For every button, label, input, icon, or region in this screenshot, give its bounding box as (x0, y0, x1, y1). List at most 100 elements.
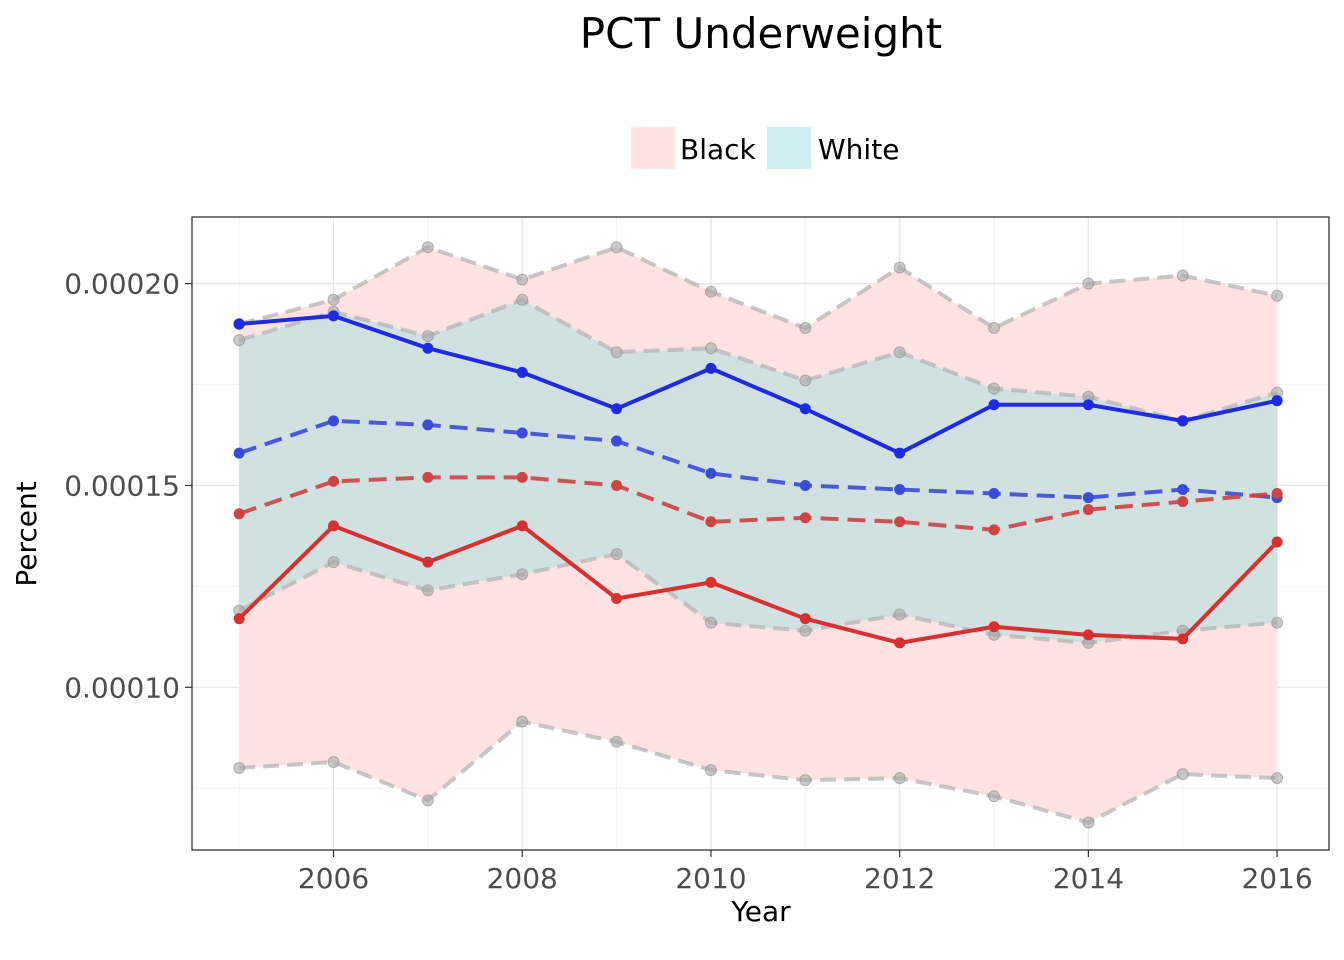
band-point-black-upper-2010 (704, 285, 717, 298)
band-point-white-lower-2007 (421, 584, 434, 597)
band-point-black-lower-2009 (610, 735, 623, 748)
series-point-3-2014 (1082, 629, 1094, 641)
band-point-white-lower-2016 (1271, 616, 1284, 629)
series-point-1-2013 (988, 488, 1000, 500)
series-point-2-2007 (422, 471, 434, 483)
band-point-black-lower-2010 (704, 764, 717, 777)
band-point-white-lower-2009 (610, 548, 623, 561)
series-point-2-2006 (328, 475, 340, 487)
series-point-0-2005 (233, 318, 245, 330)
series-line-1 (238, 418, 1278, 500)
series-point-1-2007 (422, 419, 434, 431)
series-point-3-2011 (799, 613, 811, 625)
x-tick-label-2008: 2008 (487, 862, 558, 895)
x-tick-label-2006: 2006 (298, 862, 369, 895)
band-edge-white-upper (238, 297, 1278, 423)
series-point-2-2009 (611, 479, 623, 491)
series-point-3-2012 (894, 637, 906, 649)
band-point-black-lower-2005 (233, 762, 246, 775)
band-edge-black-lower (239, 719, 1278, 825)
series-points (233, 310, 1283, 649)
band-point-black-lower-2011 (799, 774, 812, 787)
series-point-2-2014 (1082, 504, 1094, 516)
legend-swatch-white (767, 127, 811, 169)
series-point-3-2005 (233, 613, 245, 625)
band-point-black-upper-2011 (799, 322, 812, 335)
series-point-2-2011 (799, 512, 811, 524)
band-point-black-upper-2012 (893, 261, 906, 274)
band-point-black-lower-2015 (1176, 768, 1189, 781)
series-point-2-2012 (894, 516, 906, 528)
series-point-0-2015 (1177, 415, 1189, 427)
series-point-1-2010 (705, 467, 717, 479)
series-point-2-2008 (516, 471, 528, 483)
x-tick-label-2010: 2010 (675, 862, 746, 895)
series-point-1-2009 (611, 435, 623, 447)
series-point-0-2014 (1082, 399, 1094, 411)
series-point-1-2005 (233, 447, 245, 459)
band-point-black-lower-2013 (988, 790, 1001, 803)
band-point-white-upper-2013 (988, 382, 1001, 395)
legend-label-white: White (818, 133, 899, 166)
x-axis-ticks: 2006 2008 2010 2012 2014 2016 (298, 850, 1313, 895)
band-point-white-upper-2011 (799, 374, 812, 387)
band-point-black-lower-2006 (327, 755, 340, 768)
series-point-3-2013 (988, 621, 1000, 633)
x-tick-label-2012: 2012 (864, 862, 935, 895)
band-point-black-upper-2006 (327, 293, 340, 306)
band-point-white-upper-2008 (516, 293, 529, 306)
series-point-0-2016 (1271, 395, 1283, 407)
band-point-black-upper-2009 (610, 241, 623, 254)
band-point-white-lower-2012 (893, 608, 906, 621)
legend: Black White (631, 127, 899, 169)
series-point-3-2007 (422, 556, 434, 568)
band-point-white-upper-2010 (704, 342, 717, 355)
band-point-black-upper-2016 (1271, 289, 1284, 302)
series-point-3-2006 (328, 520, 340, 532)
series-lines (237, 313, 1279, 645)
band-point-white-lower-2008 (516, 568, 529, 581)
confidence-bands (239, 247, 1278, 823)
series-point-0-2008 (516, 366, 528, 378)
band-white (239, 299, 1278, 643)
series-point-1-2015 (1177, 483, 1189, 495)
band-edge-white-lower (238, 551, 1278, 645)
legend-label-black: Black (680, 133, 757, 166)
band-point-black-lower-2016 (1271, 772, 1284, 785)
series-point-0-2009 (611, 403, 623, 415)
band-point-white-lower-2011 (799, 624, 812, 637)
band-point-black-lower-2007 (421, 794, 434, 807)
band-point-white-lower-2010 (704, 616, 717, 629)
series-point-2-2015 (1177, 496, 1189, 508)
band-point-white-lower-2006 (327, 556, 340, 569)
series-point-2-2010 (705, 516, 717, 528)
series-point-2-2013 (988, 524, 1000, 536)
panel-border (191, 216, 1330, 851)
band-point-black-upper-2007 (421, 241, 434, 254)
series-point-1-2006 (328, 415, 340, 427)
band-point-black-upper-2008 (516, 273, 529, 286)
y-axis-title: Percent (10, 481, 43, 586)
band-point-white-upper-2007 (421, 330, 434, 343)
y-axis-ticks: 0.00010 0.00015 0.00020 (64, 268, 192, 704)
series-point-1-2008 (516, 427, 528, 439)
series-point-3-2010 (705, 576, 717, 588)
band-point-black-lower-2012 (893, 772, 906, 785)
series-point-0-2010 (705, 362, 717, 374)
series-point-2-2005 (233, 508, 245, 520)
series-point-0-2011 (799, 403, 811, 415)
series-line-3 (237, 523, 1279, 645)
series-point-1-2012 (894, 483, 906, 495)
x-axis-title: Year (730, 895, 791, 928)
band-point-white-upper-2005 (233, 334, 246, 347)
band-point-black-upper-2015 (1176, 269, 1189, 282)
series-point-0-2012 (894, 447, 906, 459)
series-line-0 (239, 313, 1278, 456)
chart-title: PCT Underweight (580, 9, 942, 58)
band-point-black-upper-2014 (1082, 277, 1095, 290)
series-point-3-2009 (611, 592, 623, 604)
series-point-0-2007 (422, 342, 434, 354)
series-point-3-2008 (516, 520, 528, 532)
series-point-3-2015 (1177, 633, 1189, 645)
